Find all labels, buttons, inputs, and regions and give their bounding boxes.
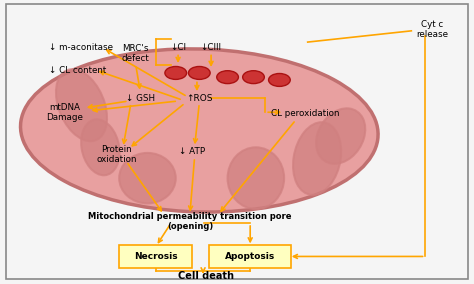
Circle shape	[269, 74, 290, 86]
Circle shape	[217, 71, 238, 83]
Text: Apoptosis: Apoptosis	[225, 252, 275, 261]
Text: ↓CIII: ↓CIII	[201, 43, 221, 52]
Text: ↓ GSH: ↓ GSH	[126, 94, 155, 103]
Text: ↑ROS: ↑ROS	[186, 94, 212, 103]
Circle shape	[189, 66, 210, 80]
Ellipse shape	[119, 153, 176, 203]
Ellipse shape	[20, 49, 378, 212]
Ellipse shape	[56, 69, 107, 141]
Text: mtDNA
Damage: mtDNA Damage	[46, 103, 83, 122]
Text: Necrosis: Necrosis	[134, 252, 178, 261]
Text: Cyt c
release: Cyt c release	[417, 20, 448, 39]
Text: Cell death: Cell death	[178, 272, 234, 281]
Ellipse shape	[316, 108, 365, 164]
Ellipse shape	[228, 147, 284, 209]
Text: ↓ ATP: ↓ ATP	[179, 147, 205, 156]
Text: ↓ CL content: ↓ CL content	[48, 66, 106, 75]
Text: MRC's
defect: MRC's defect	[122, 44, 150, 63]
Ellipse shape	[293, 122, 341, 195]
Text: CL peroxidation: CL peroxidation	[271, 109, 339, 118]
Circle shape	[165, 66, 187, 80]
Circle shape	[243, 71, 264, 83]
Text: ↓ m-aconitase: ↓ m-aconitase	[48, 43, 112, 52]
Text: ↓CI: ↓CI	[170, 43, 186, 52]
FancyBboxPatch shape	[209, 245, 291, 268]
Text: Protein
oxidation: Protein oxidation	[97, 145, 137, 164]
Ellipse shape	[81, 119, 119, 175]
Text: Mitochondrial permeability transition pore
(opening): Mitochondrial permeability transition po…	[88, 212, 292, 231]
FancyBboxPatch shape	[119, 245, 192, 268]
